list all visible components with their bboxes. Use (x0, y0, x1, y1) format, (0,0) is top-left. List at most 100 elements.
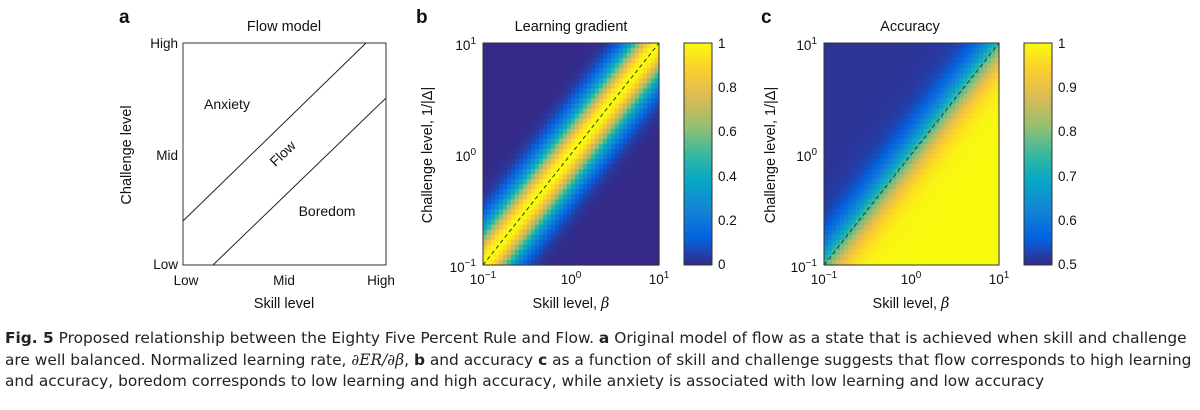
heatmap-cell (655, 148, 660, 155)
heatmap-cell (943, 53, 948, 59)
heatmap-cell (651, 214, 656, 221)
heatmap-cell (915, 118, 921, 125)
heatmap-cell (867, 249, 873, 256)
heatmap-cell (875, 118, 881, 125)
heatmap-cell (995, 189, 1000, 195)
heatmap-cell (591, 194, 596, 201)
heatmap-cell (895, 118, 901, 125)
heatmap-cell (539, 113, 544, 120)
heatmap-cell (971, 113, 976, 120)
heatmap-cell (947, 58, 952, 64)
heatmap-cell (631, 259, 636, 266)
heatmap-cell (519, 138, 524, 145)
heatmap-cell (987, 164, 992, 170)
heatmap-cell (927, 219, 932, 226)
heatmap-cell (619, 148, 624, 155)
panel-a-xtick-high: High (367, 273, 395, 288)
heatmap-cell (871, 133, 877, 140)
heatmap-cell (635, 194, 640, 201)
heatmap-cell (827, 88, 833, 95)
heatmap-cell (511, 113, 516, 120)
heatmap-cell (575, 219, 580, 226)
heatmap-cell (563, 194, 568, 201)
heatmap-cell (495, 214, 500, 221)
heatmap-cell (643, 138, 648, 145)
heatmap-cell (499, 138, 504, 145)
heatmap-cell (827, 118, 833, 125)
heatmap-cell (583, 224, 588, 231)
heatmap-cell (831, 148, 837, 155)
heatmap-cell (639, 164, 644, 170)
heatmap-cell (619, 53, 624, 59)
heatmap-cell (619, 118, 624, 125)
heatmap-cell (943, 83, 948, 90)
heatmap-cell (879, 83, 885, 90)
heatmap-cell (931, 179, 936, 185)
heatmap-cell (947, 118, 952, 125)
heatmap-cell (639, 58, 644, 64)
heatmap-cell (907, 53, 913, 59)
heatmap-cell (959, 68, 964, 74)
heatmap-cell (987, 224, 992, 231)
heatmap-cell (839, 159, 845, 165)
heatmap-cell (879, 148, 885, 155)
heatmap-cell (487, 164, 492, 170)
heatmap-cell (983, 204, 988, 211)
panel-a-axes (182, 42, 387, 266)
heatmap-cell (587, 53, 592, 59)
heatmap-cell (835, 58, 841, 64)
heatmap-cell (531, 83, 536, 90)
heatmap-cell (643, 48, 648, 54)
heatmap-cell (591, 259, 596, 266)
heatmap-cell (995, 128, 1000, 135)
heatmap-cell (971, 143, 976, 150)
heatmap-cell (863, 234, 869, 241)
heatmap-cell (987, 68, 992, 74)
heatmap-cell (607, 184, 612, 190)
heatmap-cell (571, 133, 576, 140)
heatmap-cell (595, 169, 600, 175)
heatmap-cell (595, 53, 600, 59)
heatmap-cell (831, 103, 837, 110)
heatmap-cell (551, 148, 556, 155)
heatmap-cell (951, 214, 956, 221)
heatmap-cell (983, 159, 988, 165)
heatmap-cell (495, 118, 500, 125)
heatmap-cell (595, 83, 600, 90)
heatmap-cell (619, 128, 624, 135)
heatmap-cell (579, 184, 584, 190)
heatmap-cell (991, 209, 996, 216)
heatmap-cell (971, 199, 976, 206)
heatmap-cell (943, 189, 948, 195)
heatmap-cell (599, 148, 604, 155)
heatmap-cell (599, 234, 604, 241)
heatmap-cell (979, 128, 984, 135)
heatmap-cell (571, 148, 576, 155)
heatmap-cell (975, 169, 980, 175)
heatmap-cell (831, 184, 837, 190)
heatmap-cell (831, 73, 837, 79)
heatmap-cell (911, 249, 917, 256)
heatmap-cell (559, 73, 564, 79)
heatmap-cell (955, 93, 960, 100)
heatmap-cell (595, 234, 600, 241)
heatmap-cell (575, 154, 580, 160)
heatmap-cell (843, 159, 849, 165)
heatmap-cell (899, 103, 905, 110)
heatmap-cell (627, 113, 632, 120)
heatmap-cell (863, 244, 869, 251)
heatmap-cell (855, 234, 861, 241)
heatmap-cell (631, 254, 636, 261)
heatmap-cell (875, 259, 881, 266)
heatmap-cell (959, 234, 964, 241)
heatmap-cell (839, 108, 845, 115)
heatmap-cell (867, 154, 873, 160)
heatmap-cell (531, 164, 536, 170)
heatmap-cell (935, 219, 940, 226)
heatmap-cell (607, 43, 612, 49)
heatmap-cell (831, 204, 837, 211)
heatmap-cell (915, 244, 921, 251)
heatmap-cell (971, 48, 976, 54)
heatmap-cell (895, 143, 901, 150)
heatmap-cell (567, 78, 572, 84)
